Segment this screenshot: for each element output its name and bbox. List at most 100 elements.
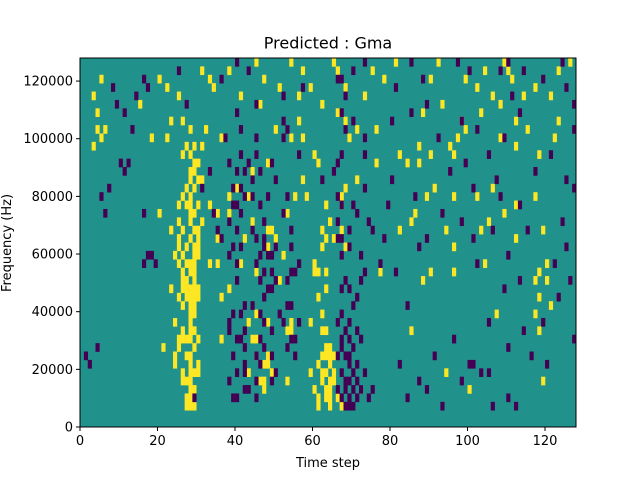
heatmap-cell-high: [184, 334, 189, 344]
heatmap-cell-high: [320, 326, 325, 336]
heatmap-cell-low: [107, 183, 112, 193]
heatmap-cell-high: [250, 167, 255, 176]
heatmap-cell-low: [269, 351, 275, 361]
heatmap-cell-low: [409, 58, 414, 67]
heatmap-cell-high: [514, 141, 519, 151]
heatmap-cell-low: [517, 200, 523, 210]
heatmap-cell-low: [506, 250, 511, 260]
heatmap-cell-high: [188, 234, 193, 243]
heatmap-cell-high: [498, 133, 503, 143]
heatmap-cell-high: [328, 351, 333, 361]
heatmap-cell-high: [227, 208, 232, 218]
heatmap-cell-low: [235, 225, 240, 235]
heatmap-cell-low: [459, 116, 464, 126]
heatmap-cell-high: [211, 83, 216, 92]
heatmap-cell-high: [196, 334, 201, 344]
heatmap-cell-low: [250, 225, 255, 235]
heatmap-cell-low: [285, 276, 290, 285]
heatmap-cell-high: [428, 150, 433, 159]
heatmap-cell-high: [533, 83, 538, 92]
heatmap-cell-high: [510, 74, 515, 84]
heatmap-cell-high: [176, 292, 182, 302]
heatmap-cell-high: [192, 301, 197, 310]
heatmap-cell-high: [180, 368, 185, 377]
heatmap-cell-low: [521, 66, 526, 76]
heatmap-cell-high: [192, 267, 197, 277]
heatmap-cell-high: [188, 317, 193, 327]
heatmap-cell-low: [153, 259, 158, 268]
heatmap-cell-high: [514, 116, 519, 126]
heatmap-cell-low: [552, 259, 557, 268]
heatmap-cell-low: [262, 267, 267, 277]
heatmap-cell-low: [200, 183, 205, 193]
heatmap-cell-low: [285, 301, 290, 310]
heatmap-cell-high: [289, 133, 294, 143]
heatmap-cell-low: [254, 133, 259, 143]
heatmap-cell-high: [452, 242, 457, 252]
heatmap-cell-high: [176, 259, 182, 268]
heatmap-cell-low: [235, 334, 240, 344]
heatmap-cell-high: [262, 385, 267, 394]
heatmap-cell-high: [192, 242, 197, 252]
heatmap-cell-low: [335, 217, 340, 227]
heatmap-cell-low: [490, 225, 495, 235]
heatmap-cell-high: [343, 83, 348, 92]
heatmap-cell-low: [266, 250, 271, 260]
heatmap-cell-low: [254, 376, 259, 386]
heatmap-cell-high: [347, 133, 352, 143]
heatmap-cell-low: [335, 317, 340, 327]
heatmap-cell-low: [235, 276, 240, 285]
heatmap-cell-low: [192, 393, 197, 403]
heatmap-cell-high: [324, 351, 329, 361]
heatmap-cell-low: [351, 401, 356, 411]
heatmap-cell-low: [266, 284, 271, 294]
heatmap-cell-low: [560, 58, 565, 67]
heatmap-cell-low: [235, 108, 240, 118]
heatmap-cell-high: [192, 385, 197, 394]
heatmap-cell-low: [479, 368, 484, 377]
heatmap-cell-high: [537, 267, 542, 277]
heatmap-cell-low: [343, 276, 348, 285]
heatmap-cell-low: [258, 200, 263, 210]
heatmap-cell-high: [440, 99, 445, 109]
heatmap-cell-high: [285, 326, 290, 336]
heatmap-cell-high: [483, 66, 488, 76]
heatmap-cell-high: [452, 150, 457, 159]
heatmap-cell-high: [328, 359, 333, 369]
heatmap-cell-high: [328, 217, 333, 227]
heatmap-cell-high: [316, 158, 321, 168]
heatmap-cell-low: [126, 158, 131, 168]
heatmap-cell-high: [421, 108, 426, 118]
heatmap-cell-low: [440, 208, 445, 218]
heatmap-cell-high: [320, 376, 325, 386]
heatmap-cell-high: [196, 292, 201, 302]
heatmap-cells: [83, 58, 577, 411]
x-tick-label: 0: [76, 434, 84, 449]
heatmap-cell-high: [250, 217, 255, 227]
heatmap-cell-high: [250, 334, 255, 344]
heatmap-cell-low: [498, 66, 503, 76]
heatmap-cell-high: [180, 192, 185, 201]
heatmap-cell-low: [471, 234, 476, 243]
heatmap-cell-low: [293, 267, 298, 277]
heatmap-cell-high: [192, 368, 197, 377]
heatmap-cell-low: [382, 234, 387, 243]
heatmap-cell-high: [335, 66, 340, 76]
heatmap-cell-high: [335, 393, 340, 403]
heatmap-cell-low: [339, 200, 344, 210]
heatmap-cell-low: [99, 192, 104, 201]
heatmap-cell-low: [142, 259, 147, 268]
heatmap-cell-low: [556, 292, 561, 302]
heatmap-cell-low: [568, 276, 573, 285]
heatmap-cell-low: [409, 108, 414, 118]
heatmap-cell-high: [545, 259, 550, 268]
heatmap-cell-high: [184, 284, 189, 294]
heatmap-cell-high: [502, 58, 507, 67]
heatmap-cell-low: [343, 376, 348, 386]
heatmap-cell-low: [122, 108, 127, 118]
heatmap-cell-low: [262, 317, 267, 327]
heatmap-cell-high: [409, 217, 414, 227]
heatmap-cell-high: [196, 359, 201, 369]
heatmap-cell-low: [134, 91, 139, 101]
y-axis-ticks: 0 20000 40000 60000 80000 100000 120000: [23, 75, 80, 436]
